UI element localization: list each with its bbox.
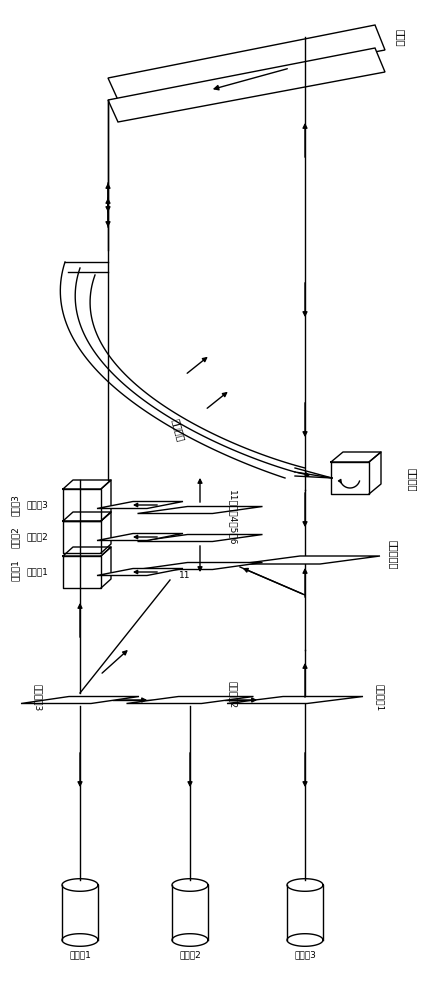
Text: 探测器1: 探测器1 <box>11 559 20 581</box>
Polygon shape <box>108 25 384 100</box>
Polygon shape <box>108 48 384 122</box>
Text: 抛物面镜: 抛物面镜 <box>170 417 185 443</box>
Text: 探测器1: 探测器1 <box>26 568 48 576</box>
Text: 激光器2: 激光器2 <box>178 950 200 959</box>
Polygon shape <box>97 534 183 540</box>
Text: 二向色镜2: 二向色镜2 <box>227 681 236 709</box>
Text: 探测器3: 探测器3 <box>26 500 48 510</box>
Polygon shape <box>137 562 262 570</box>
Polygon shape <box>137 506 262 514</box>
Text: 11向色镜4、5、6: 11向色镜4、5、6 <box>227 490 236 546</box>
Text: 光偏转器: 光偏转器 <box>406 468 416 492</box>
Text: 二向色镜1: 二向色镜1 <box>374 684 383 712</box>
Text: 激光器3: 激光器3 <box>294 950 315 959</box>
Text: 二向色镜3: 二向色镜3 <box>33 684 42 712</box>
Text: 探测器2: 探测器2 <box>26 532 48 542</box>
Text: 扫描面: 扫描面 <box>394 29 404 47</box>
Text: 半透半反镜: 半透半反镜 <box>387 540 397 570</box>
Polygon shape <box>239 556 379 564</box>
Text: 探测器3: 探测器3 <box>11 494 20 516</box>
Polygon shape <box>227 696 362 704</box>
Polygon shape <box>97 502 183 508</box>
Polygon shape <box>126 696 253 704</box>
Text: 激光器1: 激光器1 <box>69 950 91 959</box>
Polygon shape <box>21 696 139 704</box>
Polygon shape <box>137 534 262 542</box>
Polygon shape <box>97 568 183 576</box>
Text: 11: 11 <box>179 570 190 580</box>
Text: 探测器2: 探测器2 <box>11 526 20 548</box>
